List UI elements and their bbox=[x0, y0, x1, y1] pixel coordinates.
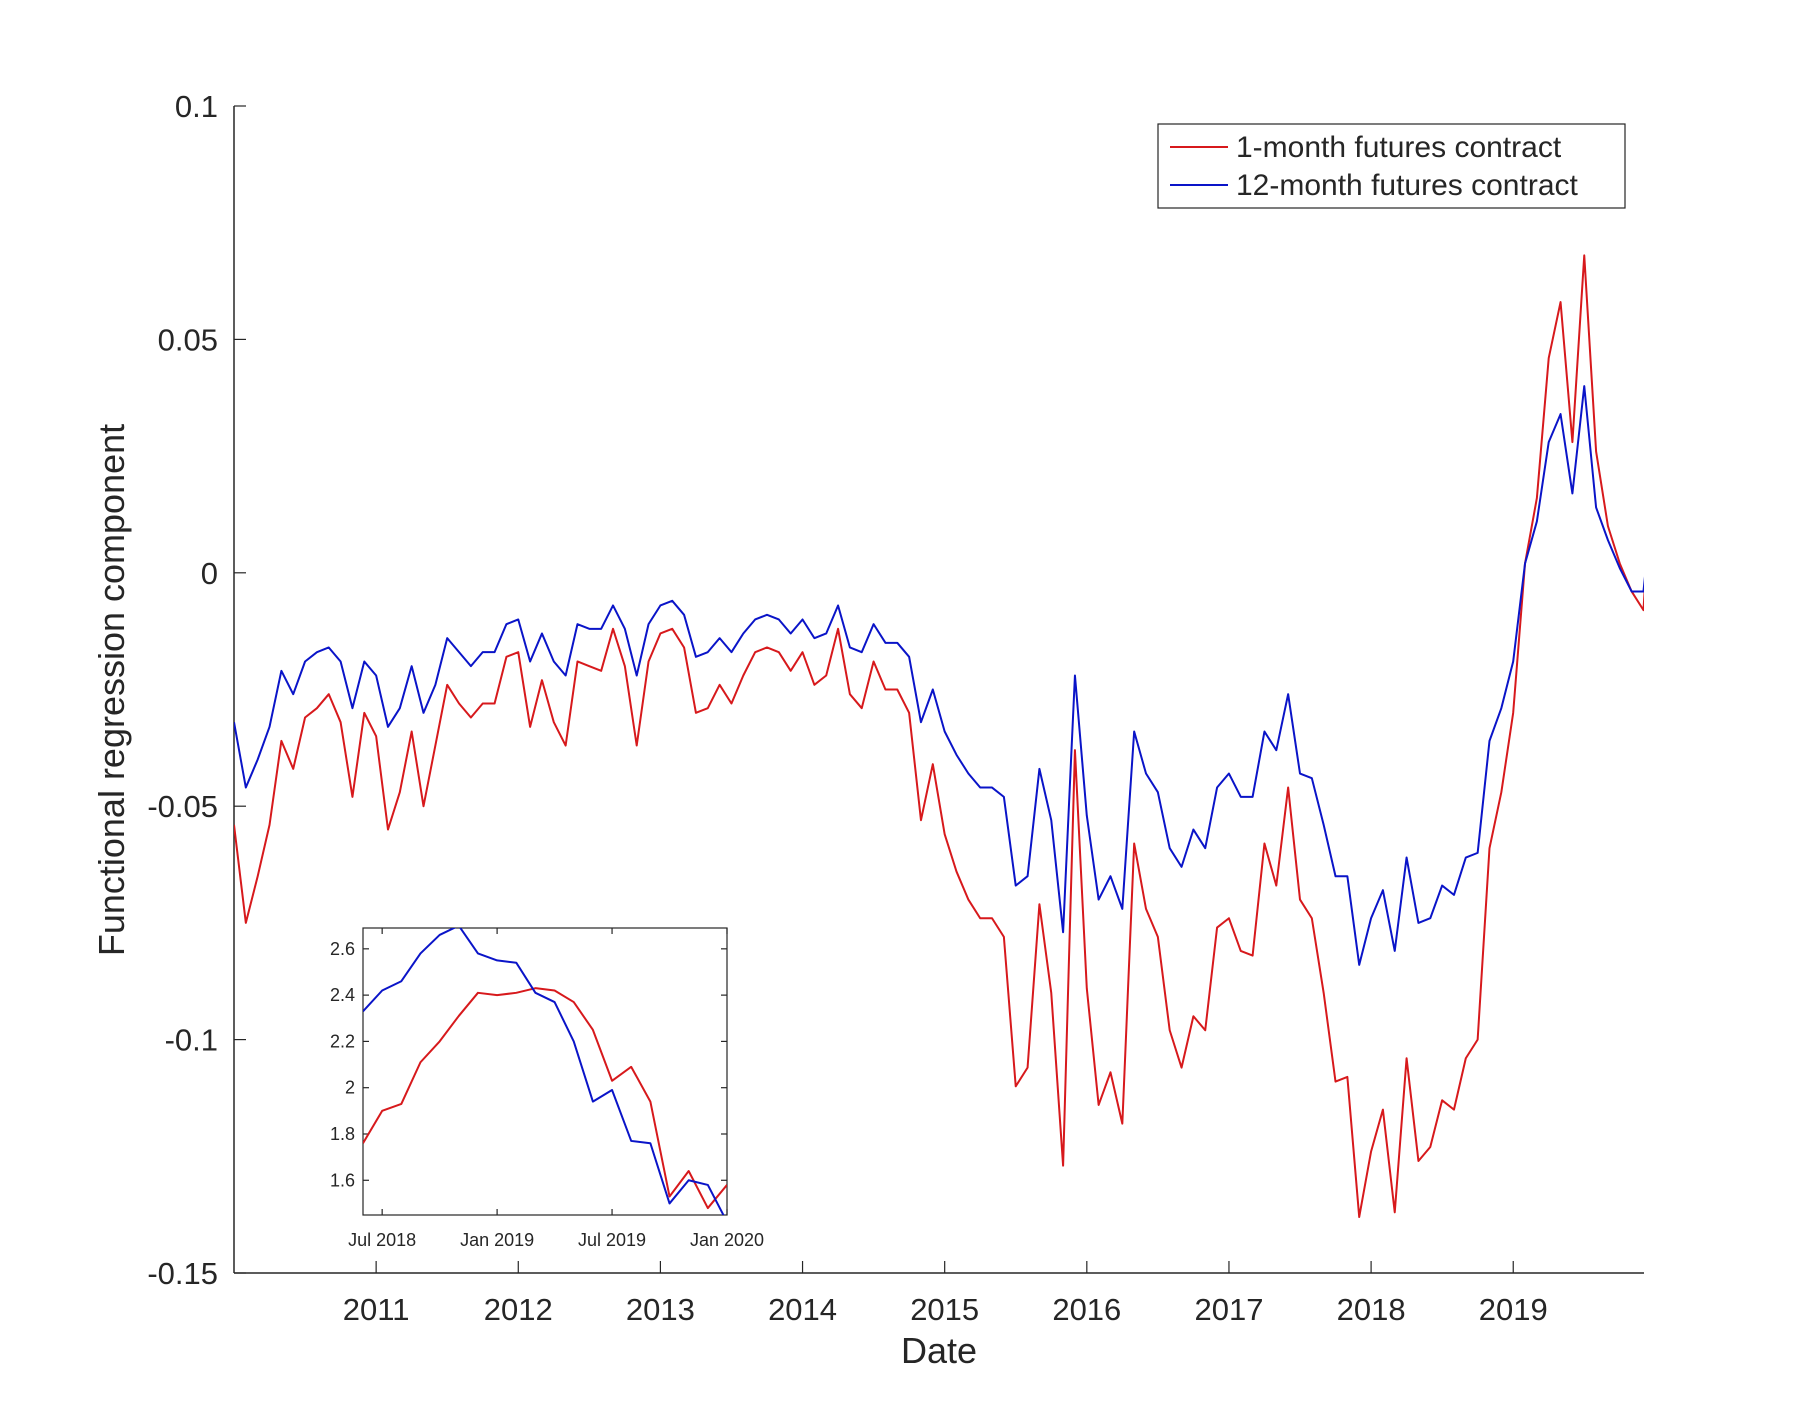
x-tick-label: 2015 bbox=[910, 1292, 979, 1327]
series-line-12-month-futures-contract bbox=[363, 928, 725, 1215]
x-tick-label: 2016 bbox=[1052, 1292, 1121, 1327]
main-y-ticks: -0.15 -0.1 -0.05 0 0.05 0.1 bbox=[147, 89, 246, 1291]
y-tick-label: -0.1 bbox=[165, 1023, 218, 1058]
y-axis-label: Functional regression component bbox=[91, 424, 132, 956]
y-tick-label: 2 bbox=[345, 1078, 355, 1098]
legend-label-12-month: 12-month futures contract bbox=[1236, 169, 1579, 202]
x-tick-label: 2017 bbox=[1194, 1292, 1263, 1327]
y-tick-label: 2.2 bbox=[330, 1031, 355, 1051]
x-tick-label: 2019 bbox=[1479, 1292, 1548, 1327]
series-line-1-month-futures-contract bbox=[363, 987, 727, 1210]
legend-box bbox=[1157, 123, 1626, 209]
y-tick-label: 2.4 bbox=[330, 985, 355, 1005]
x-tick-label: 2013 bbox=[626, 1292, 695, 1327]
x-tick-label: 2014 bbox=[768, 1292, 837, 1327]
y-tick-label: 0 bbox=[201, 556, 218, 591]
x-tick-label: Jul 2019 bbox=[578, 1230, 646, 1250]
main-x-ticks: 2011 2012 2013 2014 2015 2016 2017 2018 2019 bbox=[343, 1261, 1548, 1327]
y-tick-label: 0.1 bbox=[175, 89, 218, 124]
y-tick-label: 1.8 bbox=[330, 1124, 355, 1144]
inset-y-ticks: 1.6 1.8 2 2.2 2.4 2.6 bbox=[330, 939, 727, 1190]
legend: 1-month futures contract 12-month future… bbox=[1157, 123, 1626, 209]
series-line-1-month-futures-contract bbox=[234, 254, 1644, 1218]
y-tick-label: 1.6 bbox=[330, 1170, 355, 1190]
x-axis-label: Date bbox=[901, 1330, 977, 1371]
series-line-12-month-futures-contract bbox=[234, 385, 1644, 966]
inset-plot-area bbox=[362, 927, 728, 1216]
y-tick-label: 0.05 bbox=[158, 322, 218, 357]
inset-x-ticks: Jul 2018 Jan 2019 Jul 2019 Jan 2020 bbox=[348, 928, 764, 1250]
y-tick-label: -0.05 bbox=[147, 789, 218, 824]
legend-label-1-month: 1-month futures contract bbox=[1236, 131, 1562, 164]
x-tick-label: Jan 2019 bbox=[460, 1230, 534, 1250]
main-series-lines bbox=[234, 254, 1644, 1218]
y-tick-label: 2.6 bbox=[330, 939, 355, 959]
y-tick-label: -0.15 bbox=[147, 1256, 218, 1291]
x-tick-label: Jul 2018 bbox=[348, 1230, 416, 1250]
x-tick-label: 2011 bbox=[343, 1292, 410, 1327]
inset-series-lines bbox=[363, 928, 727, 1215]
inset-chart: 1.61.822.22.42.6 Jul 2018 Jan 2019 Jul 201… bbox=[330, 927, 764, 1250]
x-tick-label: 2018 bbox=[1337, 1292, 1406, 1327]
x-tick-label: 2012 bbox=[484, 1292, 553, 1327]
x-tick-label: Jan 2020 bbox=[690, 1230, 764, 1250]
